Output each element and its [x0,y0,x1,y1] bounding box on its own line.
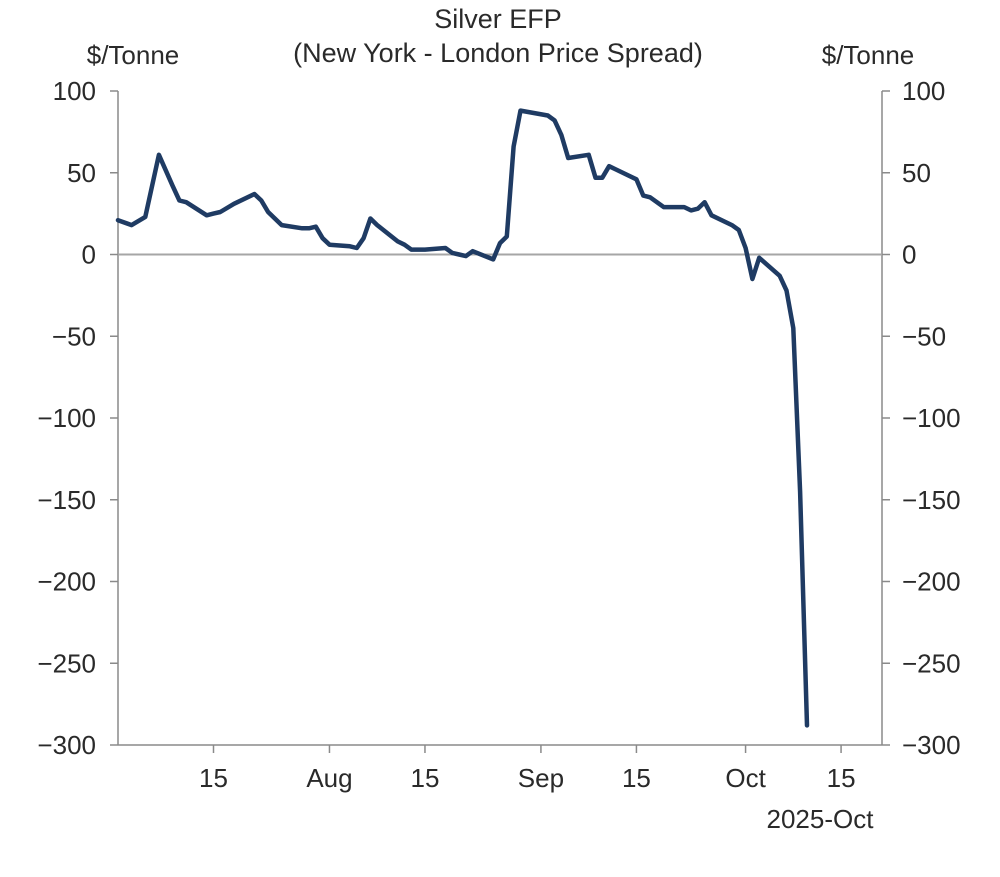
x-tick-label: 15 [622,763,651,793]
right-tick-label: 50 [902,158,931,188]
x-tick-label: Aug [306,763,352,793]
right-tick-label: −100 [902,403,961,433]
left-y-ticks: 100 50 0 −50 −100 −150 −200 −250 −300 [37,76,118,760]
x-axis-sublabel: 2025-Oct [767,804,875,834]
right-tick-label: −250 [902,648,961,678]
x-tick-label: 15 [411,763,440,793]
right-tick-label: 0 [902,240,916,270]
right-tick-label: −300 [902,730,961,760]
left-tick-label: 0 [82,240,96,270]
x-tick-label: Sep [518,763,564,793]
right-tick-label: −200 [902,567,961,597]
left-tick-label: −200 [37,567,96,597]
series-line [115,108,810,728]
x-ticks: 15 Aug 15 Sep 15 Oct 15 [199,745,856,793]
left-tick-label: −300 [37,730,96,760]
right-axis-unit: $/Tonne [822,40,915,70]
chart-subtitle: (New York - London Price Spread) [293,38,703,68]
series-layer [115,108,810,728]
left-tick-label: −150 [37,485,96,515]
x-tick-label: 15 [827,763,856,793]
right-y-ticks: 100 50 0 −50 −100 −150 −200 −250 −300 [882,76,961,760]
left-tick-label: −100 [37,403,96,433]
left-axis-unit: $/Tonne [87,40,180,70]
right-tick-label: −50 [902,321,946,351]
left-tick-label: 100 [53,76,96,106]
x-tick-label: Oct [725,763,766,793]
x-tick-label: 15 [199,763,228,793]
right-tick-label: 100 [902,76,945,106]
right-tick-label: −150 [902,485,961,515]
left-tick-label: −250 [37,648,96,678]
left-tick-label: −50 [52,321,96,351]
left-tick-label: 50 [67,158,96,188]
chart-title: Silver EFP [434,4,562,34]
chart-axes [117,91,883,746]
